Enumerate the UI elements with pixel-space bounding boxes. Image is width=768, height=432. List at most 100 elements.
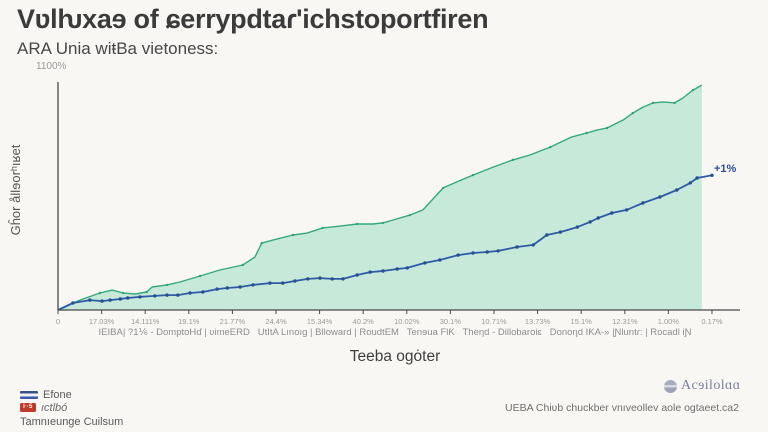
blue-line-series-marker [688,181,692,185]
blue-line-series-marker [710,173,714,177]
blue-line-series-marker [496,249,500,253]
blue-line-series-marker [545,233,549,237]
blue-line-series-marker [118,297,123,301]
teal-area-series-marker [585,131,588,135]
blue-line-series-marker [281,281,285,285]
teal-area-series-marker [381,221,385,225]
teal-area-series-marker [691,88,695,92]
teal-area-series-marker [241,263,244,267]
x-tick-label: 40.2% [353,317,375,326]
blue-line-series-marker [268,281,272,285]
teal-area-series-marker [631,111,634,115]
blue-line-series-marker [138,295,142,299]
x-tick-label: 0 [56,317,60,326]
chart-svg: 0 17.03% 14.111% 19.1% 21.77% 24.4% 15.34% 40.2… [56,82,740,326]
x-axis-category-labels: IEIBA| ?1⅙ - DomptoHɗ | ʋimeERD UtItA Lı… [98,327,692,338]
teal-area-series-fill [58,85,702,310]
blue-line-series-marker [201,290,205,294]
teal-area-series-marker [165,283,169,287]
blue-line-series-marker [238,285,242,289]
blue-line-series-marker [306,277,310,281]
teal-area-series-marker [321,226,324,230]
blue-line-series-marker [641,201,645,205]
blue-line-series-marker [318,276,322,280]
blue-line-series-marker [531,243,535,247]
footer-caption: UEBA Chiʋb chuckber vnıveollev aole ogta… [505,402,739,414]
page-subtitle: ARA Unia wiŧBa vietoness: [17,39,219,58]
x-tick-label: 24.4% [265,317,287,326]
x-tick-label: 14.111% [131,317,160,326]
blue-line-series-marker [515,245,519,249]
teal-area-series-marker [145,290,148,294]
brand-logo: Acɘilolɑɑ [664,378,740,394]
legend-item-caption: Tamnıeunge Cuilsum [20,415,123,428]
legend-label: Tamnıeunge Cuilsum [20,415,124,428]
x-axis-title: Teeba ogȯter [349,348,441,365]
blue-line-series-marker [71,301,75,305]
blue-line-series-marker [165,293,169,297]
teal-area-series-marker [651,101,655,105]
teal-area-series-marker [673,101,676,105]
blue-line-series-marker [293,279,297,283]
blue-line-series-marker [225,286,229,290]
blue-line-series-marker [558,230,562,234]
legend-label: Efone [43,388,72,401]
teal-area-series-line [57,84,703,311]
blue-line-series-marker [330,277,334,281]
blue-line-series-marker [368,270,372,274]
blue-line-series-marker [405,266,409,270]
globe-icon [664,379,677,393]
blue-line-series-marker [188,291,192,295]
legend-label: ıctlbó [41,401,68,414]
teal-area-series-marker [471,173,475,177]
teal-area-series-marker [511,158,515,162]
x-tick-label: 15.34% [307,317,333,326]
blue-line-series-marker [588,220,592,224]
blue-line-series-marker [423,261,427,265]
x-tick-label: 1.00% [658,317,680,326]
chart-legend: Efone ŀ·5 ıctlbó Tamnıeunge Cuilsum [20,388,123,428]
flag-stripes-icon [20,390,38,399]
blue-line-series-marker [610,211,614,215]
teal-area-series-marker [199,274,202,278]
blue-line-series-marker [471,251,475,255]
blue-line-series-marker [215,287,219,291]
teal-area-series-marker [291,233,295,237]
end-value-annotation: +1% [714,163,737,175]
blue-line-series-marker [108,298,112,302]
page-title: Vʋlƕxaɘ of ɕerrypdtaɾ'ichstoportfiren [17,4,489,34]
chart-generated: 0 17.03% 14.111% 19.1% 21.77% 24.4% 15.34% 40.2… [56,84,723,326]
blue-line-series-marker [100,299,104,303]
teal-area-series-marker [408,213,412,217]
x-tick-label: 15.1% [571,317,593,326]
blue-line-series-marker [381,269,385,273]
x-tick-label: 17.03% [89,317,115,326]
blue-line-series-marker [625,208,629,212]
teal-area-series-marker [549,145,552,149]
x-tick-label: 21.77% [220,317,246,326]
teal-area-series-marker [356,222,359,226]
blue-line-series-marker [341,277,345,281]
x-tick-label: 12.31% [612,317,638,326]
blue-line-series-marker [438,258,442,262]
blue-line-series-marker [126,296,130,300]
teal-area-series-marker [98,291,102,295]
y-axis-max-label: 1100% [36,61,67,72]
teal-area-series-marker [121,291,125,295]
teal-area-series-marker [605,126,609,130]
blue-line-series-marker [456,253,460,257]
blue-line-series-marker [153,294,157,298]
legend-item-ictlbo: ŀ·5 ıctlbó [20,401,123,414]
teal-area-series-marker [260,241,263,245]
legend-item-efone: Efone [20,388,123,401]
x-tick-label: 30.1% [440,317,462,326]
x-tick-label: 13.73% [525,317,551,326]
y-axis-title: Gĥor ållɘorʰıʁet [8,144,23,236]
x-tick-label: 10.02% [394,317,420,326]
blue-line-series-marker [695,176,699,180]
x-tick-label: 19.1% [178,317,200,326]
red-badge-icon: ŀ·5 [20,403,36,412]
blue-line-series-marker [575,225,579,229]
blue-line-series-marker [596,216,600,220]
x-tick-label: 10.71% [481,317,507,326]
